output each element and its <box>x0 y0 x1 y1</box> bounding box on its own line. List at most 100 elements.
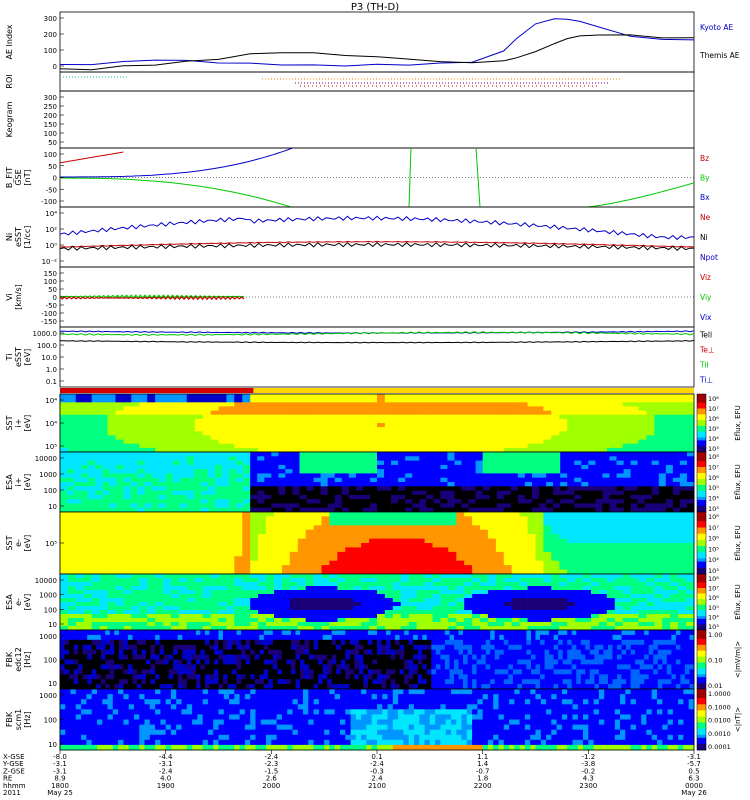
esa-electron-cell <box>630 578 639 583</box>
sst-electron-cell <box>575 529 584 535</box>
sst-ion-cell <box>662 443 671 449</box>
sst-ion-cell <box>511 402 520 407</box>
esa-electron-cell <box>535 594 544 599</box>
esa-ion-cell <box>109 499 117 504</box>
esa-ion-cell <box>384 499 392 504</box>
esa-ion-cell <box>658 494 667 500</box>
fbk-edc12-cell <box>69 654 74 660</box>
sst-ion-cell <box>583 439 592 445</box>
esa-electron-cell <box>218 594 227 599</box>
sst-ion-cell <box>337 398 346 403</box>
sst-ion-cell <box>60 427 69 432</box>
esa-ion-cell <box>320 464 328 470</box>
sst-ion-cell <box>99 410 108 416</box>
esa-ion-cell <box>158 482 166 487</box>
esa-electron-cell <box>297 582 307 587</box>
esa-ion-cell <box>313 456 321 461</box>
esa-electron-cell <box>369 586 378 591</box>
sst-electron-cell <box>155 529 164 535</box>
esa-electron-cell <box>202 582 211 587</box>
esa-electron-cell <box>464 574 473 579</box>
esa-electron-cell <box>337 578 346 583</box>
sst-electron-cell <box>567 565 576 570</box>
sst-electron-cell <box>313 565 322 570</box>
sst-ion-colorbar-seg <box>697 434 706 438</box>
sst-electron-cell <box>361 551 370 557</box>
esa-ion-cell <box>419 494 427 500</box>
esa-ion-cell <box>546 460 554 466</box>
esa-electron-cell <box>163 622 172 627</box>
sst-ion-cell <box>305 402 314 407</box>
sst-electron-cell <box>384 565 394 570</box>
esa-electron-cell <box>131 594 140 599</box>
sst-ion-cell <box>638 427 647 432</box>
esa-ion-cell <box>524 469 533 474</box>
esa-electron-cell <box>186 622 196 627</box>
sst-electron-colorbar <box>697 512 706 575</box>
esa-electron-cell <box>226 626 235 631</box>
sst-electron-cell <box>400 538 410 544</box>
sst-ion-cell <box>178 410 188 416</box>
sst-electron-cell <box>654 547 663 553</box>
esa-ion-cell <box>74 477 82 483</box>
esa-ion-cell <box>144 486 152 491</box>
sst-ion-cell <box>329 443 338 449</box>
esa-ion-colorbar-seg <box>697 497 706 501</box>
sst-electron-cell <box>83 547 93 553</box>
sst-ion-cell <box>678 414 687 420</box>
sst-electron-cell <box>543 547 552 553</box>
sst-ion-cell <box>487 394 497 399</box>
sst-ion-cell <box>464 406 473 411</box>
sst-electron-cell <box>527 569 536 575</box>
sst-ion-cell <box>369 427 378 432</box>
sst-ion-cell <box>281 427 291 432</box>
esa-electron-cell <box>614 606 624 611</box>
esa-electron-cell <box>606 618 616 623</box>
sst-ion-cell <box>591 402 600 407</box>
esa-electron-cell <box>131 622 140 627</box>
esa-ion-cell <box>116 486 124 491</box>
esa-ion-cell <box>447 486 455 491</box>
sst-ion-cell <box>337 431 346 436</box>
sst-ion-cell <box>472 414 481 420</box>
sst-electron-cell <box>139 525 148 531</box>
sst-electron-cell <box>266 520 275 526</box>
sst-ion-cell <box>329 423 338 428</box>
sst-ion-cell <box>377 402 386 407</box>
sst-ion-colorbar-seg <box>697 431 706 435</box>
esa-electron-cell <box>258 626 267 631</box>
sst-ion-cell <box>424 406 433 411</box>
sst-ion-cell <box>163 423 172 428</box>
esa-ion-cell <box>602 482 610 487</box>
sst-ion-cell <box>83 435 93 440</box>
sst-electron-cell <box>654 520 663 526</box>
esa-electron-cell <box>456 590 465 595</box>
esa-electron-cell <box>583 602 592 607</box>
esa-electron-colorbar-seg <box>697 590 706 594</box>
esa-electron-cell <box>654 574 663 579</box>
esa-ion-cell <box>461 486 469 491</box>
esa-electron-cell <box>186 594 196 599</box>
esa-ion-cell <box>207 460 216 466</box>
sst-electron-cell <box>606 560 616 566</box>
esa-electron-cell <box>622 602 631 607</box>
esa-ion-cell <box>517 473 526 479</box>
sst-electron-colorbar-tick: 10⁷ <box>708 524 719 532</box>
esa-electron-cell <box>305 586 314 591</box>
esa-ion-cell <box>215 507 223 513</box>
esa-electron-cell <box>464 602 473 607</box>
esa-ion-cell <box>236 464 244 470</box>
esa-ion-cell <box>433 473 441 479</box>
esa-ion-cell <box>616 499 624 504</box>
esa-electron-cell <box>115 598 124 603</box>
esa-electron-cell <box>575 578 584 583</box>
sst-ion-cell <box>115 427 124 432</box>
esa-ion-cell <box>426 469 434 474</box>
sst-ion-cell <box>60 423 69 428</box>
esa-electron-cell <box>384 622 394 627</box>
sst-electron-cell <box>250 516 259 522</box>
esa-ion-cell <box>102 456 110 461</box>
sst-electron-cell <box>226 569 235 575</box>
esa-ion-cell <box>123 477 131 483</box>
esa-electron-cell <box>591 586 600 591</box>
